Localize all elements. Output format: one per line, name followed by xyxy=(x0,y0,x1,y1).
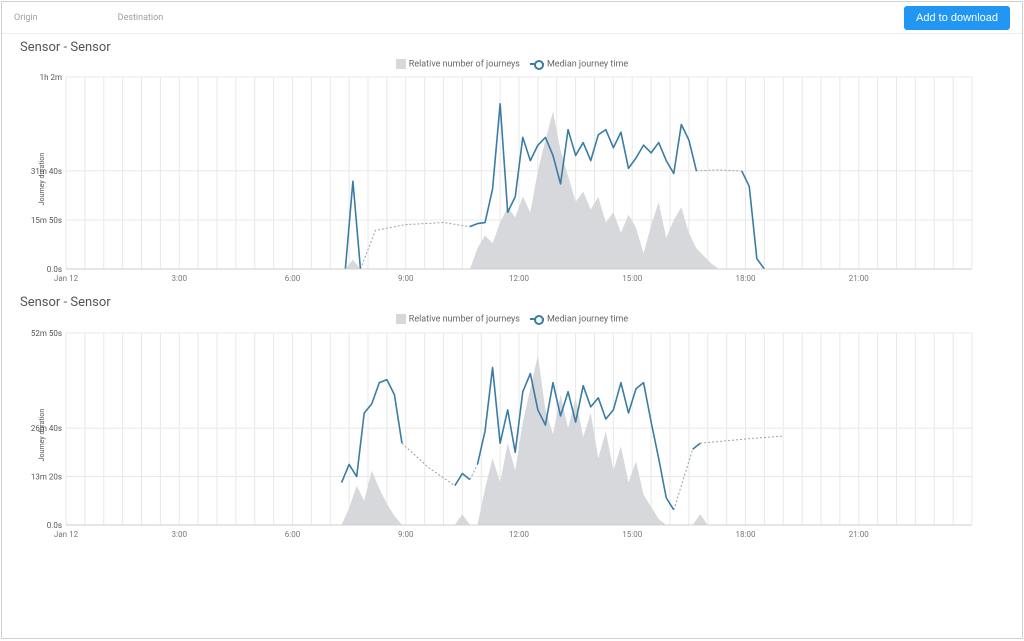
y-tick-label: 1h 2m xyxy=(40,73,62,82)
x-tick-label: 6:00 xyxy=(285,274,301,283)
y-tick-label: 15m 50s xyxy=(31,216,62,225)
x-tick-label: 21:00 xyxy=(849,274,869,283)
x-tick-label: 15:00 xyxy=(622,274,642,283)
x-tick-label: 3:00 xyxy=(172,530,188,539)
x-tick-label: Jan 12 xyxy=(54,530,79,539)
chart-legend: Relative number of journeys Median journe… xyxy=(20,59,1004,69)
median-line-interpolated xyxy=(700,436,783,443)
chart-svg: 0.0s 13m 20s 26m 40s 52m 50s Jan 12 3:00 6:00 9… xyxy=(20,325,980,545)
page-root: Origin Destination Add to download Senso… xyxy=(1,1,1023,639)
chart-title: Sensor - Sensor xyxy=(20,40,1004,55)
area-series xyxy=(342,355,708,525)
chart-panel: Sensor - Sensor Relative number of journe… xyxy=(2,289,1022,544)
x-tick-label: 12:00 xyxy=(509,530,529,539)
median-line xyxy=(693,443,701,449)
toolbar: Origin Destination Add to download xyxy=(2,2,1022,34)
legend-line-swatch xyxy=(530,59,544,69)
median-line xyxy=(345,182,360,270)
median-line xyxy=(342,379,402,482)
x-tick-label: 18:00 xyxy=(736,274,756,283)
y-axis-label: Journey duration xyxy=(38,153,46,205)
y-axis-label: Journey duration xyxy=(38,409,46,461)
median-line-interpolated xyxy=(402,443,455,485)
y-tick-label: 13m 20s xyxy=(31,472,62,481)
x-tick-label: 6:00 xyxy=(285,530,301,539)
y-tick-label: 0.0s xyxy=(47,521,62,530)
chart-panel: Sensor - Sensor Relative number of journe… xyxy=(2,34,1022,289)
legend-area-swatch xyxy=(396,314,406,324)
chart-title: Sensor - Sensor xyxy=(20,295,1004,310)
legend-line-label: Median journey time xyxy=(547,315,628,325)
y-tick-label: 26m 40s xyxy=(31,424,62,433)
legend-area-label: Relative number of journeys xyxy=(409,315,520,325)
x-tick-label: 21:00 xyxy=(849,530,869,539)
x-tick-label: Jan 12 xyxy=(54,274,79,283)
y-tick-label: 52m 50s xyxy=(31,329,62,338)
median-line-interpolated xyxy=(470,464,478,479)
origin-column-header: Origin xyxy=(14,13,38,23)
add-to-download-button[interactable]: Add to download xyxy=(904,6,1010,30)
chart-legend: Relative number of journeys Median journe… xyxy=(20,314,1004,324)
y-tick-label: 31m 40s xyxy=(31,167,62,176)
x-tick-label: 12:00 xyxy=(509,274,529,283)
destination-column-header: Destination xyxy=(118,13,164,23)
x-tick-label: 18:00 xyxy=(736,530,756,539)
legend-area-label: Relative number of journeys xyxy=(409,59,520,69)
legend-area-swatch xyxy=(396,59,406,69)
legend-line-label: Median journey time xyxy=(547,59,628,69)
x-tick-label: 9:00 xyxy=(398,530,414,539)
median-line-interpolated xyxy=(360,223,469,269)
x-tick-label: 15:00 xyxy=(622,530,642,539)
median-line-interpolated xyxy=(674,449,693,510)
legend-line-swatch xyxy=(530,314,544,324)
x-tick-label: 9:00 xyxy=(398,274,414,283)
y-tick-label: 0.0s xyxy=(47,265,62,274)
area-series xyxy=(345,112,719,269)
x-tick-label: 3:00 xyxy=(172,274,188,283)
chart-svg: 0.0s 15m 50s 31m 40s 1h 2m Jan 12 3:00 6:00 9:0… xyxy=(20,69,980,289)
plot-area: Journey duration 0.0s 15m 50s 31m 40s 1h 2m J… xyxy=(20,69,1004,289)
charts-host: Sensor - Sensor Relative number of journe… xyxy=(2,34,1022,545)
plot-area: Journey duration 0.0s 13m 20s 26m 40s 52m 50… xyxy=(20,325,1004,545)
